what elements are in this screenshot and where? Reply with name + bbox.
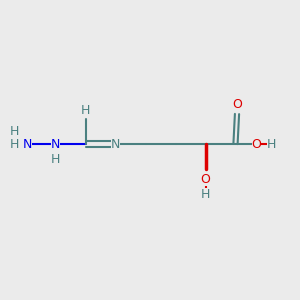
Text: H: H xyxy=(51,153,60,166)
Text: O: O xyxy=(232,98,242,112)
Text: H: H xyxy=(201,188,210,201)
Text: O: O xyxy=(201,172,210,186)
Text: O: O xyxy=(252,137,261,151)
Text: N: N xyxy=(22,137,32,151)
Text: H: H xyxy=(10,125,19,138)
Text: N: N xyxy=(111,137,120,151)
Text: H: H xyxy=(267,137,276,151)
Text: N: N xyxy=(51,137,60,151)
Text: H: H xyxy=(81,103,90,117)
Text: H: H xyxy=(10,138,19,151)
